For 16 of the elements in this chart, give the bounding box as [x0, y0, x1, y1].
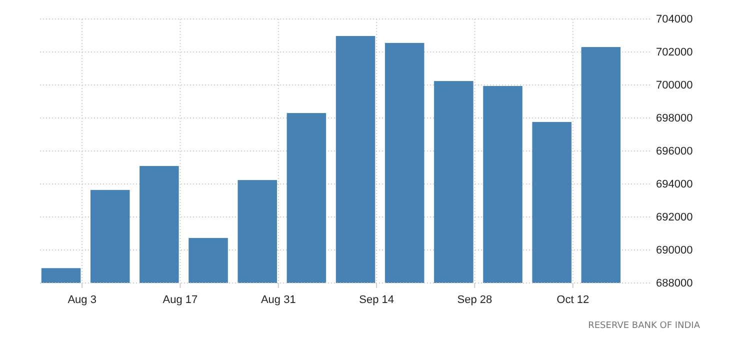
x-tick-label: Aug 3: [68, 294, 96, 306]
y-tick-label: 690000: [656, 244, 693, 257]
y-tick-label: 692000: [656, 212, 693, 224]
x-tick-label: Sep 28: [457, 294, 492, 306]
y-tick-label: 688000: [656, 278, 693, 290]
x-tick-label: Aug 31: [260, 294, 296, 306]
y-tick-label: 696000: [656, 146, 693, 158]
text: RESERVE BANK OF INDIA: [588, 321, 701, 331]
y-tick-label: 702000: [656, 46, 693, 59]
x-tick-label: Oct 12: [556, 294, 590, 306]
x-tick-label: Sep 14: [359, 294, 394, 306]
y-tick-label: 700000: [656, 80, 693, 92]
y-tick-label: 704000: [656, 14, 693, 26]
y-tick-label: 694000: [656, 178, 693, 191]
y-tick-label: 698000: [656, 112, 693, 125]
x-tick-label: Aug 17: [162, 294, 198, 306]
